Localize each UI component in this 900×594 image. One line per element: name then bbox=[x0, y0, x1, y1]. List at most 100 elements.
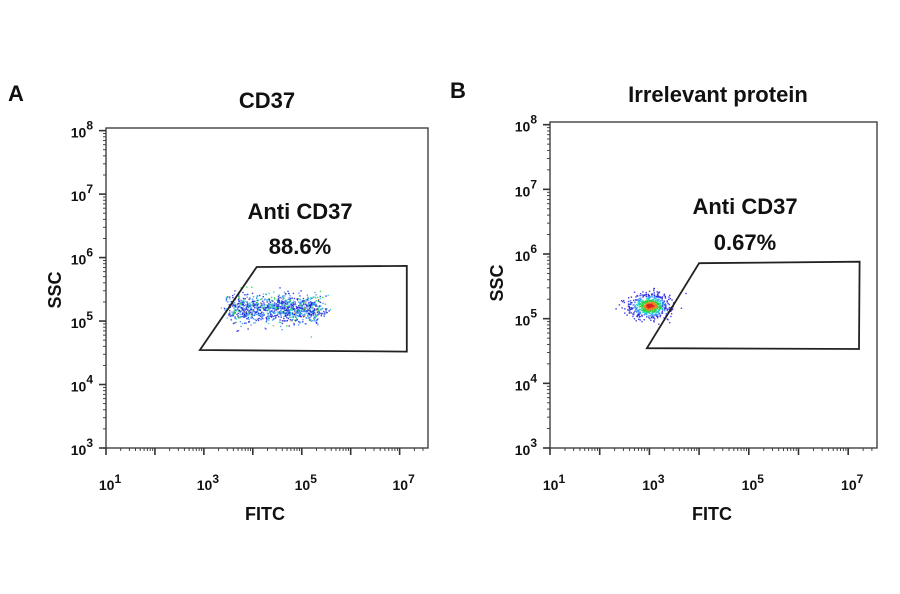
data-point bbox=[253, 303, 255, 305]
data-point bbox=[658, 292, 660, 294]
data-point bbox=[262, 296, 264, 298]
data-point bbox=[283, 291, 286, 294]
data-point bbox=[300, 321, 302, 324]
data-point bbox=[662, 309, 664, 311]
data-point bbox=[250, 315, 253, 318]
data-point bbox=[265, 293, 267, 295]
data-point bbox=[258, 312, 260, 314]
data-point bbox=[655, 302, 658, 304]
x-tick-label: 107 bbox=[392, 472, 415, 493]
data-point bbox=[643, 310, 646, 312]
data-point bbox=[664, 297, 667, 299]
data-point bbox=[644, 304, 647, 306]
data-point bbox=[245, 313, 247, 315]
data-point bbox=[633, 318, 636, 320]
data-point bbox=[269, 303, 271, 305]
data-point bbox=[647, 294, 650, 297]
data-point bbox=[249, 298, 251, 300]
data-point bbox=[650, 300, 652, 303]
data-point bbox=[642, 302, 644, 304]
data-point bbox=[256, 308, 259, 310]
data-point bbox=[663, 307, 665, 309]
data-point bbox=[265, 317, 268, 319]
data-point bbox=[287, 302, 289, 305]
data-point bbox=[293, 308, 295, 310]
data-point bbox=[666, 308, 669, 310]
data-point bbox=[307, 315, 309, 317]
data-point bbox=[299, 307, 301, 309]
data-point bbox=[235, 306, 237, 308]
data-point bbox=[652, 299, 654, 301]
data-point bbox=[239, 305, 241, 307]
y-tick-label: 105 bbox=[515, 307, 538, 329]
data-point bbox=[315, 315, 318, 317]
data-point bbox=[256, 310, 259, 312]
data-point bbox=[656, 305, 658, 307]
data-point bbox=[292, 314, 295, 316]
data-point bbox=[657, 311, 659, 314]
data-point bbox=[296, 298, 298, 300]
data-point bbox=[655, 314, 657, 316]
data-point bbox=[310, 320, 312, 322]
data-point bbox=[307, 300, 309, 302]
data-point bbox=[299, 303, 301, 305]
data-point bbox=[263, 299, 266, 301]
data-point bbox=[663, 293, 666, 295]
data-point bbox=[656, 298, 659, 301]
data-point bbox=[298, 312, 301, 314]
data-point bbox=[638, 304, 640, 306]
data-point bbox=[663, 310, 666, 312]
data-point bbox=[659, 300, 662, 303]
data-point bbox=[233, 313, 235, 315]
data-point bbox=[661, 304, 663, 306]
data-point bbox=[304, 300, 306, 302]
data-point bbox=[310, 303, 312, 306]
y-tick-label: 104 bbox=[71, 373, 94, 395]
data-point bbox=[310, 305, 312, 307]
data-point bbox=[645, 305, 647, 308]
data-point bbox=[292, 306, 294, 308]
data-point bbox=[300, 307, 302, 309]
data-point bbox=[245, 322, 247, 324]
data-point bbox=[294, 303, 296, 305]
data-point bbox=[295, 305, 298, 308]
data-point bbox=[251, 313, 253, 316]
data-point bbox=[662, 304, 664, 306]
data-point bbox=[628, 308, 631, 310]
data-point bbox=[285, 312, 287, 314]
data-point bbox=[320, 308, 323, 311]
data-point bbox=[307, 302, 310, 305]
data-point bbox=[240, 302, 243, 305]
data-point bbox=[258, 308, 260, 310]
data-point bbox=[665, 306, 667, 308]
data-point bbox=[288, 306, 290, 308]
gate-percent: 88.6% bbox=[269, 234, 331, 259]
data-point bbox=[325, 295, 327, 297]
data-point bbox=[662, 300, 664, 302]
data-point bbox=[312, 310, 314, 312]
data-point bbox=[298, 306, 300, 309]
x-tick-label: 103 bbox=[197, 472, 220, 493]
data-point bbox=[238, 294, 240, 296]
data-point bbox=[640, 306, 642, 308]
data-point bbox=[318, 305, 321, 307]
data-point bbox=[272, 300, 274, 303]
data-point bbox=[654, 307, 656, 309]
data-point bbox=[327, 294, 329, 296]
data-point bbox=[672, 302, 675, 304]
data-point bbox=[236, 310, 238, 312]
data-point bbox=[300, 303, 303, 305]
data-point bbox=[256, 307, 259, 309]
data-point bbox=[653, 296, 655, 298]
data-point bbox=[275, 317, 277, 319]
data-point bbox=[305, 316, 307, 319]
data-point bbox=[651, 314, 653, 316]
data-point bbox=[248, 311, 250, 314]
data-point bbox=[659, 304, 661, 307]
data-point bbox=[657, 306, 659, 308]
data-point bbox=[304, 306, 306, 308]
data-point bbox=[301, 314, 304, 316]
data-point bbox=[309, 305, 311, 307]
data-point bbox=[299, 310, 301, 312]
data-point bbox=[268, 300, 270, 302]
